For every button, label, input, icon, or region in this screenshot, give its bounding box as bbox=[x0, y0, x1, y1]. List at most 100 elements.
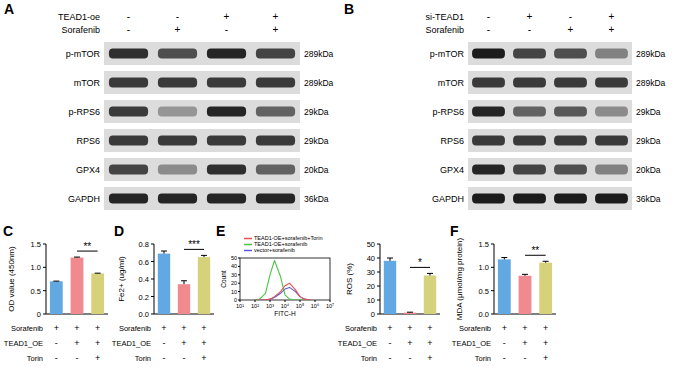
row-label: RPS6 bbox=[440, 136, 464, 146]
condition-sign: + bbox=[95, 323, 100, 333]
plot-frame bbox=[240, 258, 330, 300]
band bbox=[595, 165, 628, 175]
band bbox=[595, 49, 628, 59]
y-tick-label: 20 bbox=[231, 280, 237, 286]
error-bar bbox=[74, 257, 80, 258]
header-sign: + bbox=[609, 24, 615, 35]
y-tick-label: 0.8 bbox=[139, 240, 149, 249]
header-sign: + bbox=[224, 11, 230, 22]
header-sign: + bbox=[568, 24, 574, 35]
bar bbox=[404, 313, 416, 314]
header-sign: - bbox=[528, 24, 531, 35]
header-label: Sorafenib bbox=[61, 25, 100, 35]
condition-label: TEAD1_OE bbox=[4, 339, 43, 348]
kda-label: 20kDa bbox=[304, 165, 329, 175]
y-tick bbox=[377, 244, 380, 245]
x-tick bbox=[285, 300, 286, 302]
band bbox=[595, 107, 628, 117]
band bbox=[109, 49, 148, 59]
y-tick-label: 10 bbox=[367, 296, 375, 305]
band bbox=[256, 136, 295, 146]
band bbox=[595, 136, 628, 146]
error-bar bbox=[387, 258, 393, 261]
kda-label: 29kDa bbox=[304, 136, 329, 146]
row-label: RPS6 bbox=[76, 136, 100, 146]
band bbox=[256, 78, 295, 88]
y-tick-label: 50 bbox=[231, 255, 237, 261]
band bbox=[513, 194, 546, 204]
condition-sign: + bbox=[502, 323, 507, 333]
condition-sign: - bbox=[76, 353, 79, 363]
blot-strip bbox=[468, 187, 632, 210]
condition-sign: + bbox=[201, 338, 206, 348]
kda-label: 29kDa bbox=[636, 107, 661, 117]
condition-sign: + bbox=[543, 338, 548, 348]
kda-label: 36kDa bbox=[636, 194, 661, 204]
band bbox=[109, 136, 148, 146]
y-tick bbox=[238, 283, 240, 284]
y-tick-label: 0.4 bbox=[139, 275, 149, 284]
y-tick bbox=[377, 272, 380, 273]
y-tick bbox=[238, 266, 240, 267]
band bbox=[513, 165, 546, 175]
condition-label: Sorafenib bbox=[11, 324, 43, 333]
row-label: p-RPS6 bbox=[432, 107, 464, 117]
condition-label: Torin bbox=[475, 354, 491, 363]
y-tick-label: 40 bbox=[367, 254, 375, 263]
band bbox=[513, 49, 546, 59]
y-tick bbox=[151, 279, 154, 280]
band bbox=[513, 136, 546, 146]
header-sign: - bbox=[176, 11, 179, 22]
band bbox=[472, 136, 505, 146]
band bbox=[158, 136, 197, 146]
plot-area bbox=[498, 258, 552, 314]
condition-sign: + bbox=[54, 323, 59, 333]
y-tick bbox=[377, 258, 380, 259]
x-tick-label: 10² bbox=[251, 303, 259, 309]
blot-strip bbox=[104, 71, 300, 94]
condition-sign: - bbox=[163, 353, 166, 363]
band bbox=[595, 194, 628, 204]
y-tick-label: 0.5 bbox=[479, 287, 489, 296]
y-tick-label: 1.5 bbox=[31, 240, 41, 249]
band bbox=[256, 49, 295, 59]
plot-area bbox=[384, 258, 436, 314]
band bbox=[158, 165, 197, 175]
condition-sign: - bbox=[163, 338, 166, 348]
x-tick bbox=[240, 300, 241, 302]
kda-label: 29kDa bbox=[304, 107, 329, 117]
band bbox=[207, 78, 246, 88]
kda-label: 20kDa bbox=[636, 165, 661, 175]
y-tick-label: 20 bbox=[367, 282, 375, 291]
error-bar bbox=[161, 251, 167, 254]
header-label: Sorafenib bbox=[425, 25, 464, 35]
y-tick bbox=[377, 300, 380, 301]
y-tick bbox=[491, 267, 494, 268]
y-axis-label: Count bbox=[220, 270, 227, 288]
band bbox=[256, 165, 295, 175]
condition-sign: + bbox=[74, 338, 79, 348]
band bbox=[109, 194, 148, 204]
bar bbox=[71, 258, 84, 314]
y-tick bbox=[377, 286, 380, 287]
kda-label: 289kDa bbox=[636, 78, 666, 88]
row-label: GPX4 bbox=[440, 165, 464, 175]
header-sign: - bbox=[127, 11, 130, 22]
condition-sign: + bbox=[95, 353, 100, 363]
band bbox=[207, 49, 246, 59]
bar bbox=[158, 254, 170, 314]
condition-sign: + bbox=[427, 323, 432, 333]
y-tick-label: 0.0 bbox=[139, 310, 149, 319]
x-tick bbox=[300, 300, 301, 302]
y-tick bbox=[151, 296, 154, 297]
error-bar bbox=[543, 261, 549, 262]
condition-sign: + bbox=[387, 323, 392, 333]
blot-strip bbox=[104, 187, 300, 210]
significance-mark: ** bbox=[531, 245, 539, 256]
bar bbox=[424, 276, 436, 315]
y-tick-label: 0 bbox=[37, 310, 41, 319]
y-tick bbox=[151, 314, 154, 315]
condition-sign: - bbox=[409, 353, 412, 363]
legend-swatch bbox=[244, 250, 252, 252]
panel-label: A bbox=[4, 1, 14, 17]
